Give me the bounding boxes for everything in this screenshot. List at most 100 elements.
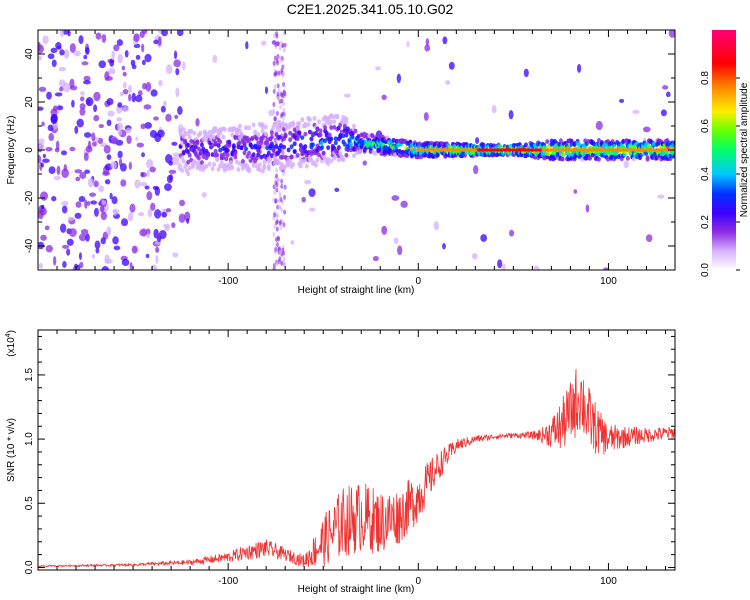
spectrogram-cell: [199, 142, 204, 148]
colorbar-tick-label: 0.8: [700, 71, 711, 85]
spectrogram-cell: [230, 132, 235, 138]
spectrogram-cell: [196, 155, 201, 161]
spectrogram-blob: [660, 109, 667, 117]
colorbar-tick-label: 0.2: [700, 215, 711, 229]
spectrogram-cell: [189, 157, 194, 163]
spectrogram-cell: [323, 125, 328, 130]
spectrogram-blob: [176, 30, 184, 37]
spectrogram-blob: [110, 137, 119, 145]
spectrogram-cell: [236, 167, 241, 172]
spectrogram-blob: [135, 94, 143, 103]
spectrogram-cell: [247, 125, 252, 131]
spectrogram-peak: [659, 148, 664, 152]
spectrogram-blob: [668, 30, 675, 38]
spectrogram-blob: [79, 103, 86, 110]
spectrogram-peak: [556, 148, 562, 152]
spectrogram-cell: [280, 154, 285, 160]
spectrogram-blob: [38, 142, 45, 151]
spectrogram-blob: [143, 104, 152, 110]
spectrogram-blob: [62, 261, 67, 268]
spectrogram-cell: [250, 144, 255, 150]
spectrogram-blob: [150, 89, 158, 97]
spectrogram-blob: [122, 88, 129, 95]
spectrogram-cell: [228, 160, 233, 165]
spectrogram-cell: [345, 126, 350, 132]
spectrogram-ytick-label: -20: [24, 190, 35, 205]
spectrogram-blob: [84, 199, 88, 209]
spectrogram-cell: [310, 142, 315, 148]
spectrogram-blob: [280, 98, 284, 104]
spectrogram-blob: [128, 93, 132, 102]
spectrogram-blob: [282, 171, 286, 177]
snr-ytick-label: 1.5: [24, 368, 35, 382]
spectrogram-peak: [507, 148, 512, 152]
spectrogram-peak: [488, 148, 493, 152]
spectrogram-blob: [448, 61, 455, 70]
spectrogram-blob: [155, 255, 159, 264]
spectrogram-blob: [282, 47, 286, 53]
spectrogram-blob: [101, 266, 109, 270]
spectrogram-cell: [650, 155, 655, 160]
spectrogram-cell: [577, 142, 582, 148]
spectrogram-blob: [665, 91, 671, 98]
spectrogram-peak: [583, 148, 588, 152]
spectrogram-blob: [85, 47, 90, 55]
spectrogram-cell: [189, 128, 194, 134]
spectrogram-blob: [124, 49, 129, 58]
spectrogram-blob: [165, 113, 172, 122]
spectrogram-blob: [79, 172, 87, 179]
spectrogram-cell: [271, 147, 276, 153]
spectrogram-cell: [231, 126, 236, 132]
spectrogram-blob: [272, 263, 276, 269]
spectrogram-blob: [111, 196, 118, 205]
spectrogram-blob: [79, 96, 85, 102]
spectrogram-cell: [313, 162, 318, 168]
spectrogram-blob: [108, 68, 116, 75]
spectrogram-blob: [154, 209, 162, 219]
spectrogram-blob: [93, 104, 98, 113]
spectrogram-blob: [135, 136, 139, 141]
spectrogram-blob: [280, 178, 284, 184]
colorbar-ticks: 0.0 0.2 0.4 0.6 0.8: [700, 71, 740, 277]
spectrogram-cell: [277, 134, 282, 140]
snr-xtick-label: 0: [416, 576, 422, 587]
spectrogram-blob: [92, 141, 97, 147]
spectrogram-blob: [276, 204, 280, 210]
spectrogram-cell: [195, 140, 200, 146]
spectrogram-cell: [329, 119, 334, 125]
spectrogram-blob: [623, 160, 629, 169]
spectrogram-blob: [119, 91, 124, 97]
spectrogram-cell: [204, 163, 209, 169]
spectrogram-cell: [292, 149, 297, 154]
spectrogram-blob: [212, 54, 218, 63]
spectrogram-ytick-label: -40: [24, 238, 35, 253]
spectrogram-cell: [218, 130, 223, 136]
spectrogram-blob: [111, 50, 115, 61]
spectrogram-peak: [503, 148, 508, 152]
spectrogram-cell: [263, 131, 268, 137]
spectrogram-cell: [668, 153, 673, 159]
spectrogram-cell: [251, 152, 256, 158]
spectrogram-cell: [181, 127, 186, 132]
spectrogram-cell: [361, 141, 366, 146]
spectrogram-blob: [281, 64, 285, 70]
spectrogram-blob: [372, 256, 379, 262]
spectrogram-blob: [140, 172, 147, 178]
spectrogram-cell: [300, 135, 305, 140]
spectrogram-cell: [312, 116, 317, 121]
spectrogram-blob: [274, 70, 278, 76]
spectrogram-blob: [50, 47, 58, 54]
spectrogram-cell: [257, 149, 262, 155]
spectrogram-blob: [146, 169, 150, 178]
spectrogram-cell: [569, 156, 574, 161]
spectrogram-blob: [78, 35, 84, 45]
spectrogram-blob: [171, 141, 178, 146]
spectrogram-blob: [178, 213, 186, 223]
spectrogram-blob: [274, 180, 278, 186]
spectrogram-cell: [202, 129, 207, 135]
spectrogram-blob: [78, 196, 86, 203]
spectrogram-blob: [274, 246, 278, 252]
spectrogram-blob: [60, 150, 68, 156]
spectrogram-blob: [595, 120, 603, 131]
spectrogram-cell: [306, 122, 311, 127]
